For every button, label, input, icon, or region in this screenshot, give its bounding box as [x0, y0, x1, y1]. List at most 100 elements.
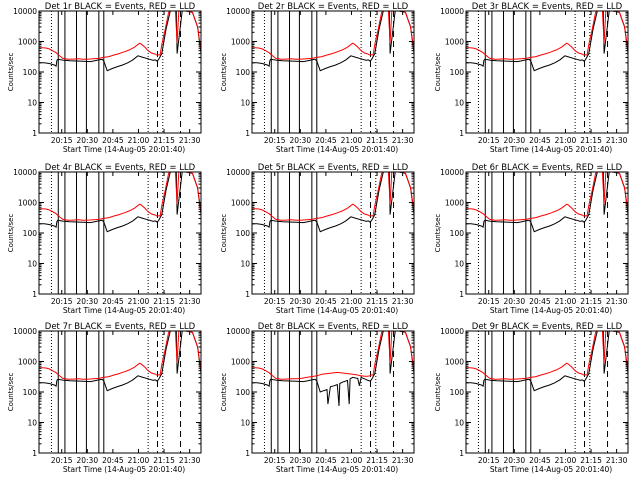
y-axis-label: Counts/sec — [220, 214, 228, 253]
x-tick-label: 21:30 — [179, 136, 201, 145]
x-tick-label: 21:00 — [341, 456, 363, 465]
x-tick-label: 21:00 — [341, 136, 363, 145]
x-tick-label: 21:15 — [366, 136, 388, 145]
series-line-lld — [466, 172, 628, 221]
y-tick-label: 1 — [245, 449, 250, 458]
y-tick-label: 1000 — [231, 358, 250, 367]
y-tick-label: 1000 — [18, 38, 37, 47]
event-markers — [477, 331, 609, 453]
x-axis-label: Start Time (14-Aug-05 20:01:40) — [63, 145, 185, 154]
y-tick-label: 100 — [450, 229, 465, 238]
series-lines — [39, 172, 201, 233]
x-tick-label: 20:45 — [102, 136, 124, 145]
y-axis-label: Counts/sec — [434, 214, 442, 253]
y-tick-label: 1000 — [445, 38, 464, 47]
y-tick-label: 100 — [23, 68, 38, 77]
y-tick-label: 10 — [240, 419, 250, 428]
x-tick-label: 21:15 — [580, 136, 602, 145]
series-lines — [252, 331, 414, 406]
x-tick-label: 21:30 — [179, 456, 201, 465]
y-axis-label: Counts/sec — [220, 53, 228, 92]
series-line-events — [466, 11, 628, 72]
detector-panel-8: Det 8r BLACK = Events, RED = LLD 20:15 20:… — [220, 322, 415, 474]
x-tick-label: 20:15 — [51, 136, 73, 145]
y-tick-label: 10000 — [440, 327, 464, 336]
x-tick-label: 20:15 — [478, 456, 500, 465]
y-tick-label: 100 — [23, 388, 38, 397]
y-tick-label: 10000 — [440, 7, 464, 16]
x-tick-label: 21:00 — [128, 297, 150, 306]
panel-title: Det 4r BLACK = Events, RED = LLD — [45, 163, 196, 173]
x-tick-label: 21:30 — [606, 297, 628, 306]
x-tick-label: 20:45 — [102, 297, 124, 306]
x-tick-label: 21:15 — [153, 297, 175, 306]
x-tick-label: 20:30 — [76, 136, 98, 145]
x-axis-label: Start Time (14-Aug-05 20:01:40) — [490, 145, 612, 154]
series-line-events — [39, 331, 201, 392]
x-tick-label: 20:15 — [264, 136, 286, 145]
y-tick-label: 1000 — [18, 358, 37, 367]
event-markers — [477, 11, 609, 133]
x-tick-label: 21:00 — [128, 456, 150, 465]
series-line-lld — [252, 172, 414, 221]
event-markers — [263, 331, 395, 453]
y-tick-label: 1 — [245, 129, 250, 138]
y-tick-label: 10 — [454, 260, 464, 269]
y-tick-label: 10 — [240, 99, 250, 108]
y-axis-label: Counts/sec — [434, 373, 442, 412]
panel-title: Det 6r BLACK = Events, RED = LLD — [472, 163, 623, 173]
y-tick-label: 1000 — [445, 358, 464, 367]
x-tick-label: 20:30 — [289, 136, 311, 145]
y-tick-label: 10000 — [226, 327, 250, 336]
x-tick-label: 20:15 — [264, 456, 286, 465]
series-line-lld — [39, 11, 201, 60]
x-tick-label: 21:00 — [341, 297, 363, 306]
x-axis-label: Start Time (14-Aug-05 20:01:40) — [63, 465, 185, 474]
series-line-lld — [39, 331, 201, 380]
y-tick-label: 100 — [450, 388, 465, 397]
y-tick-label: 1 — [459, 449, 464, 458]
x-axis-label: Start Time (14-Aug-05 20:01:40) — [276, 465, 398, 474]
y-tick-label: 10 — [454, 419, 464, 428]
y-tick-label: 1 — [32, 449, 37, 458]
x-tick-label: 20:45 — [315, 136, 337, 145]
x-tick-label: 21:15 — [366, 456, 388, 465]
x-tick-label: 21:30 — [392, 136, 414, 145]
series-line-events — [252, 172, 414, 233]
x-axis-label: Start Time (14-Aug-05 20:01:40) — [276, 145, 398, 154]
x-tick-label: 20:15 — [264, 297, 286, 306]
y-tick-label: 10000 — [13, 168, 37, 177]
series-line-lld — [39, 172, 201, 221]
panel-title: Det 8r BLACK = Events, RED = LLD — [258, 322, 409, 332]
x-tick-label: 20:30 — [503, 136, 525, 145]
series-line-lld — [466, 331, 628, 380]
x-tick-label: 21:15 — [580, 297, 602, 306]
y-tick-label: 10 — [27, 99, 37, 108]
x-tick-label: 20:45 — [315, 456, 337, 465]
y-tick-label: 1000 — [18, 199, 37, 208]
x-tick-label: 21:15 — [153, 456, 175, 465]
x-tick-label: 21:30 — [606, 456, 628, 465]
panel-title: Det 1r BLACK = Events, RED = LLD — [45, 2, 196, 12]
y-tick-label: 10000 — [13, 7, 37, 16]
series-lines — [252, 172, 414, 233]
event-markers — [50, 172, 182, 294]
series-line-events — [39, 172, 201, 233]
x-tick-label: 21:00 — [555, 456, 577, 465]
y-tick-label: 1000 — [445, 199, 464, 208]
y-tick-label: 1 — [32, 129, 37, 138]
series-line-lld — [466, 11, 628, 60]
x-tick-label: 21:15 — [153, 136, 175, 145]
y-axis-label: Counts/sec — [434, 53, 442, 92]
x-tick-label: 21:00 — [555, 136, 577, 145]
panel-title: Det 5r BLACK = Events, RED = LLD — [258, 163, 409, 173]
x-tick-label: 21:00 — [128, 136, 150, 145]
y-tick-label: 10 — [27, 260, 37, 269]
y-tick-label: 1 — [459, 129, 464, 138]
series-lines — [466, 11, 628, 72]
